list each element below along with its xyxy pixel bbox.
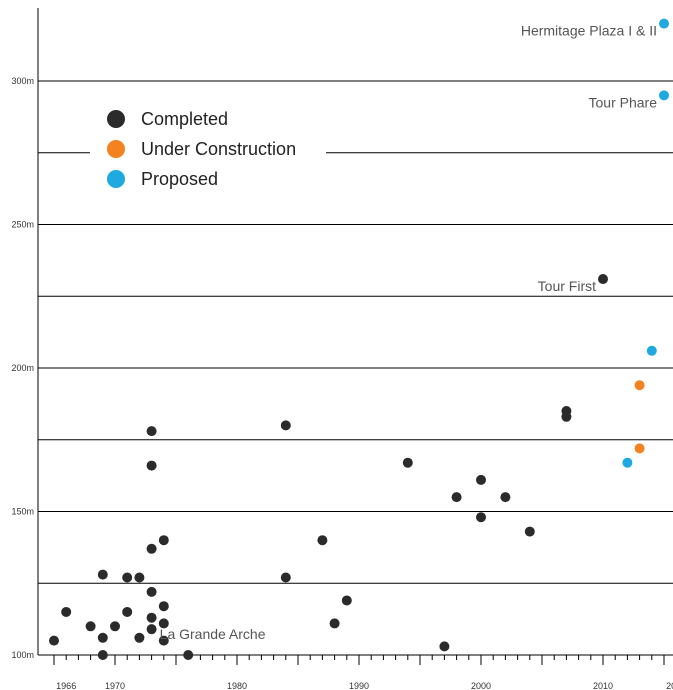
completed-point	[97, 632, 108, 643]
y-axis-labels: 100m 150m 200m 250m 300m	[11, 76, 34, 660]
x-tick-label: 1966	[56, 681, 76, 690]
legend-marker-proposed	[107, 170, 125, 188]
x-axis-labels: 1966 1970 1980 1990 2000 2010 2016	[56, 681, 673, 690]
proposed-point	[659, 18, 669, 29]
completed-point	[158, 618, 169, 629]
completed-point	[598, 274, 608, 285]
completed-point	[134, 572, 145, 583]
completed-point	[402, 457, 413, 468]
legend: Completed Under Construction Proposed	[107, 109, 296, 189]
completed-point	[439, 641, 450, 652]
completed-point	[97, 569, 108, 580]
completed-point	[158, 601, 169, 612]
completed-point	[146, 612, 157, 623]
legend-label-under-construction: Under Construction	[141, 139, 296, 159]
completed-point	[146, 586, 157, 597]
completed-point	[85, 621, 96, 632]
y-tick-label: 300m	[11, 76, 34, 86]
legend-marker-under-construction	[107, 140, 125, 158]
completed-point	[329, 618, 340, 629]
y-tick-label: 200m	[11, 363, 34, 373]
point-label: Hermitage Plaza I & II	[521, 23, 657, 39]
x-tick-label: 1980	[227, 681, 247, 690]
x-tick-label: 1970	[105, 681, 125, 690]
completed-point	[341, 595, 352, 606]
point-label: Tour First	[538, 278, 596, 294]
annotations: Tour First Hermitage Plaza I & II Tour Pha…	[160, 23, 658, 642]
proposed-point	[646, 345, 657, 356]
completed-point	[476, 474, 486, 485]
completed-point	[183, 650, 194, 660]
under-construction-point	[634, 380, 645, 391]
completed-point	[49, 635, 59, 646]
x-axis	[37, 8, 665, 665]
completed-point	[158, 535, 169, 546]
y-tick-label: 100m	[11, 650, 34, 660]
completed-point	[146, 426, 157, 437]
completed-point	[110, 621, 120, 632]
completed-point	[280, 572, 291, 583]
annotation-label: La Grande Arche	[160, 626, 266, 642]
point-label: Tour Phare	[589, 94, 658, 110]
y-tick-label: 150m	[11, 507, 34, 517]
y-tick-label: 250m	[11, 220, 34, 230]
completed-point	[158, 635, 169, 646]
gridlines	[38, 80, 673, 656]
data-points	[49, 18, 669, 660]
completed-point	[61, 606, 72, 617]
completed-point	[146, 460, 157, 471]
completed-point	[476, 512, 486, 523]
legend-label-completed: Completed	[141, 109, 228, 129]
x-tick-label: 1990	[349, 681, 369, 690]
completed-point	[317, 535, 328, 546]
completed-point	[451, 492, 462, 503]
legend-marker-completed	[107, 110, 125, 128]
completed-point	[97, 650, 108, 660]
legend-label-proposed: Proposed	[141, 169, 218, 189]
under-construction-point	[634, 443, 645, 454]
proposed-point	[622, 457, 633, 468]
x-tick-label: 2010	[593, 681, 613, 690]
completed-point	[122, 606, 133, 617]
completed-point	[561, 411, 572, 422]
completed-point	[122, 572, 133, 583]
completed-point	[146, 624, 157, 635]
x-tick-label: 2016	[666, 681, 673, 690]
completed-point	[280, 420, 291, 431]
x-tick-label: 2000	[471, 681, 491, 690]
proposed-point	[659, 90, 669, 101]
completed-point	[134, 632, 145, 643]
completed-point	[524, 526, 535, 537]
completed-point	[500, 492, 511, 503]
completed-point	[146, 543, 157, 554]
